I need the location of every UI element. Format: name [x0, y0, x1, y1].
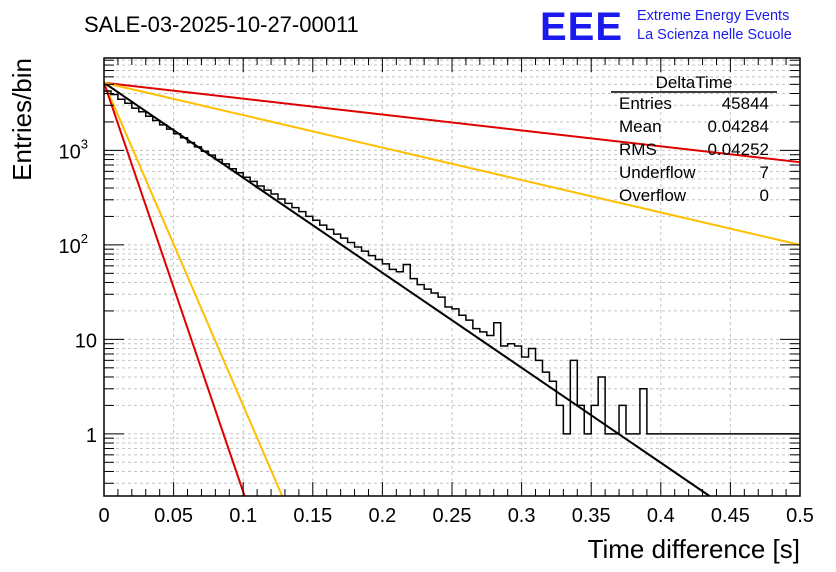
- fit-line-red-slow: [103, 81, 801, 164]
- fit-line-yellow-slow: [103, 81, 801, 246]
- eee-logo-line1: Extreme Energy Events: [637, 8, 789, 24]
- eee-logo-line2: La Scienza nelle Scuole: [637, 27, 792, 43]
- stats-row-label: Overflow: [619, 186, 687, 205]
- histogram-steps: [104, 90, 800, 435]
- x-tick-label: 0.15: [293, 505, 332, 527]
- fit-line-yellow-fast: [103, 82, 284, 497]
- stats-title: DeltaTime: [656, 73, 733, 92]
- chart-title: SALE-03-2025-10-27-00011: [84, 12, 359, 37]
- stats-row-value: 7: [760, 163, 769, 182]
- x-tick-label: 0: [98, 505, 109, 527]
- x-axis-label: Time difference [s]: [588, 534, 800, 564]
- x-tick-labels: 0 0.05 0.1 0.15 0.2 0.25 0.3 0.35 0.4 0.45 0.5: [98, 505, 813, 527]
- grid: [104, 58, 800, 496]
- x-tick-label: 0.5: [786, 505, 814, 527]
- y-axis-label: Entries/bin: [7, 58, 37, 181]
- stats-row-value: 0.04284: [708, 117, 769, 136]
- x-tick-label: 0.25: [433, 505, 472, 527]
- x-tick-label: 0.05: [154, 505, 193, 527]
- stats-row-value: 0.04252: [708, 140, 769, 159]
- eee-logo-mark: EEE: [540, 5, 623, 49]
- stats-row-label: RMS: [619, 140, 657, 159]
- x-tick-label: 0.4: [647, 505, 675, 527]
- axis-ticks: [103, 58, 801, 496]
- x-tick-label: 0.35: [572, 505, 611, 527]
- stats-row-value: 45844: [722, 94, 769, 113]
- stats-row-value: 0: [760, 186, 769, 205]
- y-tick-exponent: 3: [81, 136, 88, 151]
- x-tick-label: 0.2: [368, 505, 396, 527]
- eee-logo: EEE Extreme Energy Events La Scienza nel…: [540, 5, 792, 49]
- stats-rows: Entries 45844 Mean 0.04284 RMS 0.04252 Underfl…: [619, 94, 769, 205]
- y-tick-label: 10: [75, 330, 97, 352]
- x-tick-label: 0.3: [508, 505, 536, 527]
- x-tick-label: 0.1: [229, 505, 257, 527]
- stats-row-label: Underflow: [619, 163, 696, 182]
- y-tick-label: 1: [86, 425, 97, 447]
- stats-row-label: Entries: [619, 94, 672, 113]
- stats-box: DeltaTime Entries 45844 Mean 0.04284 RMS 0.04…: [611, 73, 777, 205]
- stats-row-label: Mean: [619, 117, 662, 136]
- fit-line-red-fast: [103, 82, 246, 497]
- y-tick-exponent: 2: [81, 231, 88, 246]
- x-tick-label: 0.45: [711, 505, 750, 527]
